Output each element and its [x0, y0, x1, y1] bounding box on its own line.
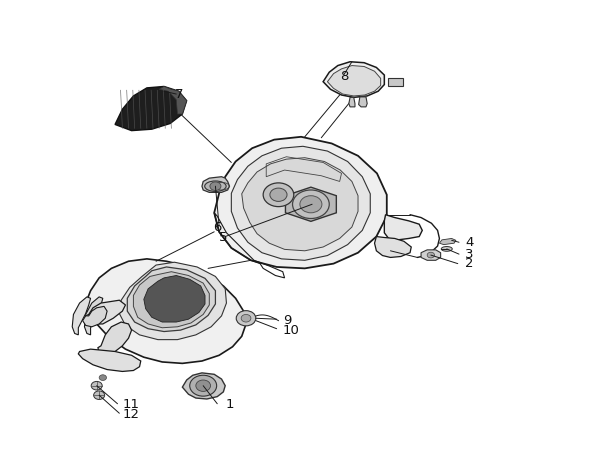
Text: 2: 2: [465, 257, 474, 270]
Circle shape: [241, 314, 251, 322]
Polygon shape: [83, 306, 107, 327]
Circle shape: [210, 182, 221, 190]
Polygon shape: [242, 158, 358, 251]
Polygon shape: [84, 300, 125, 324]
Circle shape: [293, 190, 329, 218]
Polygon shape: [214, 137, 387, 268]
Polygon shape: [384, 215, 422, 240]
Polygon shape: [421, 250, 441, 260]
Ellipse shape: [204, 181, 226, 191]
Text: 4: 4: [465, 236, 474, 249]
Text: 11: 11: [122, 398, 140, 411]
Text: 9: 9: [283, 314, 291, 327]
Circle shape: [236, 311, 256, 326]
Polygon shape: [127, 267, 215, 332]
Polygon shape: [231, 146, 370, 260]
Polygon shape: [359, 97, 367, 107]
Polygon shape: [72, 297, 91, 335]
Circle shape: [196, 380, 211, 391]
Circle shape: [99, 375, 106, 380]
Circle shape: [190, 375, 217, 396]
FancyBboxPatch shape: [388, 78, 403, 86]
Polygon shape: [115, 86, 187, 131]
Circle shape: [300, 196, 322, 213]
Text: 10: 10: [283, 323, 300, 337]
Text: 12: 12: [122, 408, 140, 421]
Polygon shape: [182, 373, 225, 399]
Polygon shape: [375, 237, 411, 257]
Circle shape: [91, 381, 102, 390]
Polygon shape: [119, 262, 226, 340]
Polygon shape: [133, 272, 209, 328]
Polygon shape: [159, 86, 187, 114]
Circle shape: [263, 183, 294, 207]
Text: 1: 1: [225, 398, 234, 411]
Polygon shape: [144, 276, 205, 322]
Circle shape: [94, 391, 105, 399]
Polygon shape: [285, 187, 337, 221]
Text: 3: 3: [465, 247, 474, 261]
Text: 5: 5: [219, 231, 228, 244]
Polygon shape: [78, 349, 141, 371]
Text: 8: 8: [340, 69, 348, 83]
Polygon shape: [323, 62, 384, 97]
Circle shape: [427, 252, 435, 258]
Ellipse shape: [441, 247, 452, 251]
Text: 7: 7: [174, 88, 183, 102]
Polygon shape: [349, 97, 355, 107]
Polygon shape: [327, 66, 381, 96]
Polygon shape: [439, 238, 456, 245]
Text: 6: 6: [213, 220, 222, 234]
Polygon shape: [202, 177, 230, 192]
Circle shape: [270, 188, 287, 201]
Polygon shape: [84, 297, 103, 335]
Polygon shape: [98, 322, 132, 354]
Polygon shape: [84, 259, 246, 363]
